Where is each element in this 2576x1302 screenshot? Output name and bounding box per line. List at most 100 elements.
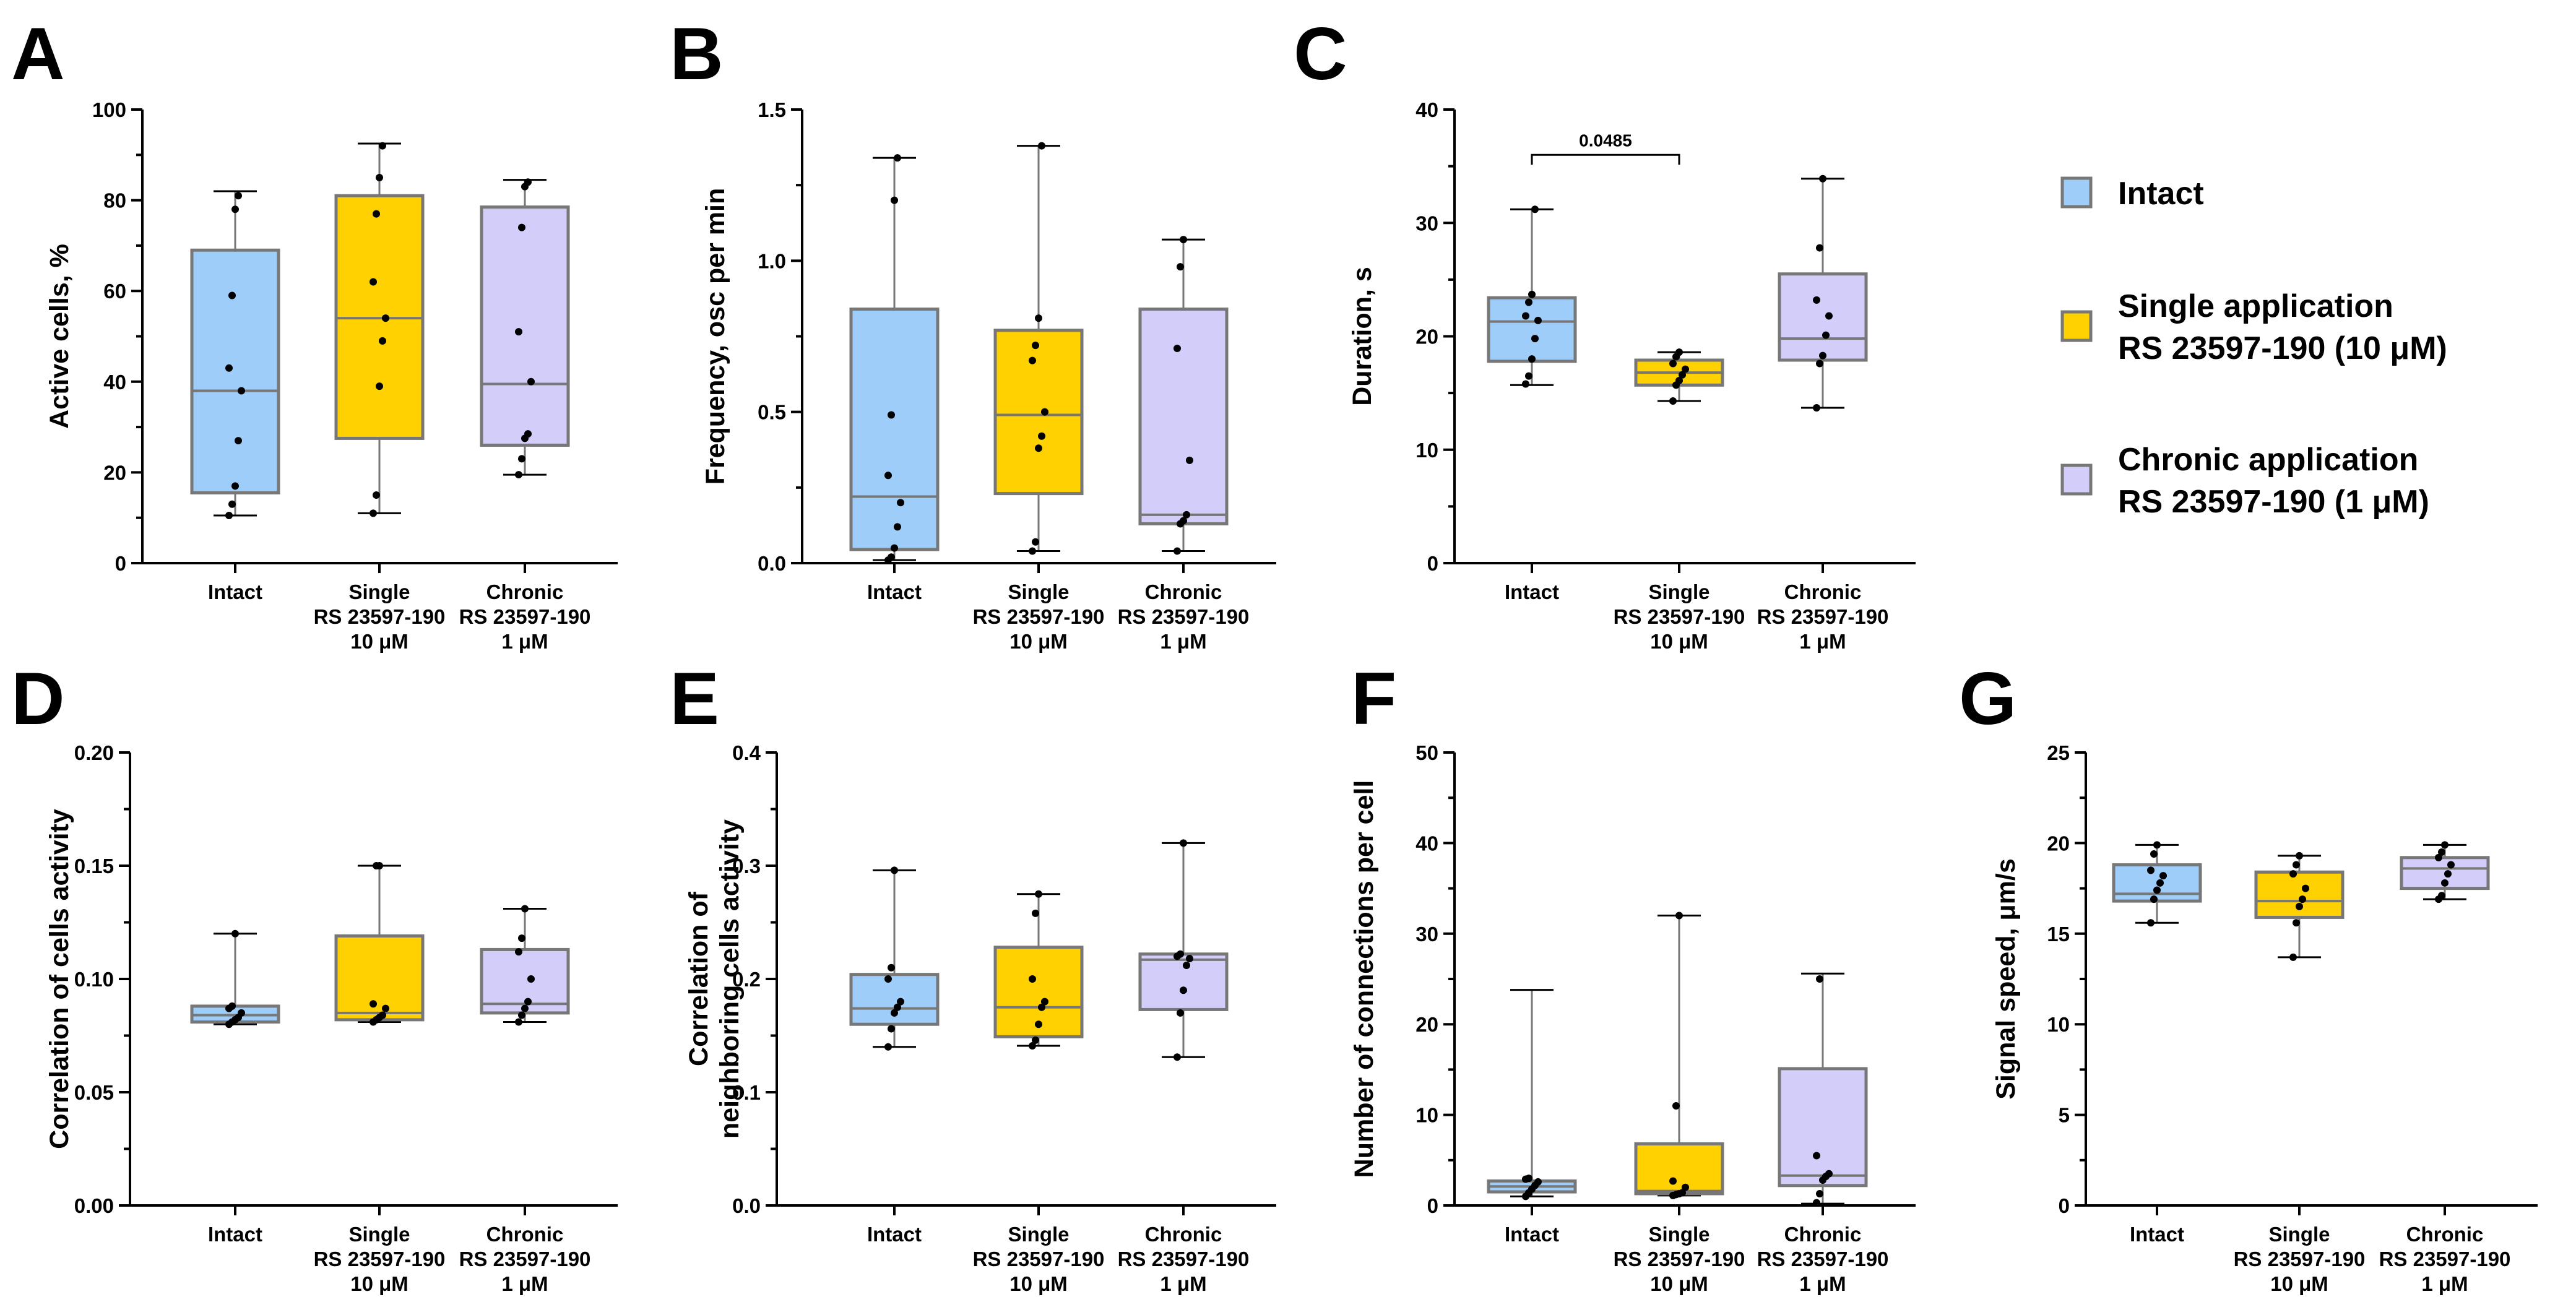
data-point [379, 337, 386, 345]
data-point [238, 1009, 245, 1017]
data-point [518, 934, 525, 942]
data-point [231, 929, 239, 938]
box-chronic [2400, 841, 2490, 903]
box-iqr [1138, 308, 1229, 525]
data-point [235, 437, 242, 445]
data-point [515, 471, 522, 479]
data-point [1177, 263, 1184, 271]
category-label: RS 23597-190 [314, 1248, 446, 1270]
panel-letter: D [11, 657, 65, 740]
data-point [891, 544, 898, 552]
data-point [1672, 1102, 1680, 1110]
data-point [894, 1003, 901, 1011]
data-point [2289, 953, 2297, 961]
data-point [376, 173, 383, 181]
category-label: Single [1648, 1223, 1709, 1246]
y-tick-label: 40 [1416, 98, 1438, 121]
panel-letter: F [1351, 657, 1396, 740]
y-tick-label: 0.0 [732, 1194, 761, 1217]
data-point [1669, 397, 1677, 405]
data-point [2441, 879, 2448, 887]
panel-letter: C [1294, 12, 1347, 95]
panel-g: G 0 5 10 15 20 25 Signal speed, μm/s Intact Singl… [1959, 657, 2538, 1295]
data-point [1038, 142, 1045, 150]
box-intact [849, 866, 940, 1051]
data-point [1038, 1003, 1045, 1011]
data-point [888, 1025, 895, 1033]
data-point [1029, 975, 1036, 983]
data-point [2293, 861, 2300, 869]
box-iqr [1778, 1067, 1868, 1188]
box-iqr [190, 248, 280, 494]
data-point [379, 1011, 386, 1019]
y-tick-label: 0 [1427, 552, 1438, 575]
legend-swatch [2060, 310, 2093, 342]
box-iqr [2254, 870, 2345, 919]
data-point [524, 998, 532, 1006]
category-label: RS 23597-190 [2234, 1248, 2366, 1270]
y-tick-label: 0 [2059, 1194, 2070, 1217]
data-point [1531, 335, 1539, 343]
box-single [993, 890, 1084, 1050]
y-tick-label: 30 [1416, 923, 1438, 946]
category-label: Chronic [2406, 1223, 2484, 1246]
category-label: 10 μM [1009, 630, 1068, 653]
data-point [891, 866, 898, 874]
category-label: 1 μM [1160, 630, 1206, 653]
data-point [524, 430, 532, 438]
panel-letter: A [11, 12, 65, 95]
data-point [888, 964, 895, 972]
legend-label: Intact [2118, 176, 2204, 212]
significance-label: 0.0485 [1579, 131, 1632, 150]
box-single [993, 142, 1084, 555]
y-tick-label: 60 [103, 280, 126, 303]
legend-item-single: Single application RS 23597-190 (10 μM) [2060, 288, 2447, 366]
data-point [1669, 360, 1677, 368]
data-point [1825, 312, 1833, 320]
category-label: RS 23597-190 [459, 605, 591, 628]
data-point [225, 512, 233, 520]
data-point [1528, 355, 1536, 363]
legend-item-chronic: Chronic application RS 23597-190 (1 μM) [2060, 442, 2429, 520]
data-point [1522, 312, 1529, 320]
data-point [1180, 517, 1187, 525]
data-point [1675, 348, 1683, 356]
data-point [1032, 909, 1039, 917]
legend-label: RS 23597-190 (1 μM) [2118, 484, 2429, 520]
y-tick-label: 1.0 [758, 249, 786, 272]
category-label: RS 23597-190 [1118, 605, 1250, 628]
data-point [2150, 895, 2158, 903]
panel-a: A 0 20 40 60 80 100 Active cells, % Intact Single… [11, 12, 618, 653]
data-point [1525, 298, 1532, 306]
data-point [1825, 1170, 1833, 1178]
legend-swatch [2060, 176, 2093, 209]
data-point [1041, 408, 1048, 416]
data-point [891, 1009, 898, 1017]
data-point [370, 1000, 377, 1008]
data-point [1534, 1178, 1542, 1186]
y-tick-label: 0.05 [74, 1081, 114, 1104]
data-point [1679, 1189, 1686, 1197]
data-point [2153, 841, 2161, 849]
y-tick-label: 100 [92, 98, 126, 121]
data-point [1534, 316, 1542, 324]
legend-swatch [2060, 463, 2093, 496]
category-label: Chronic [486, 1223, 564, 1246]
box-intact [2112, 841, 2202, 927]
panel-b: B 0.0 0.5 1.0 1.5 Frequency, osc per min Intac… [670, 12, 1276, 653]
data-point [1528, 290, 1536, 298]
y-tick-label: 0.2 [732, 968, 761, 991]
y-tick-label: 0.4 [732, 741, 761, 764]
y-axis-title: Duration, s [1347, 267, 1377, 406]
data-point [1038, 432, 1045, 440]
data-point [1029, 547, 1036, 555]
y-tick-label: 20 [2047, 832, 2070, 855]
y-tick-label: 20 [1416, 1013, 1438, 1036]
data-point [2435, 853, 2442, 861]
y-tick-label: 10 [1416, 1104, 1438, 1127]
category-label: Intact [208, 580, 262, 603]
y-tick-label: 80 [103, 189, 126, 212]
data-point [373, 210, 380, 218]
data-point [1819, 351, 1826, 360]
